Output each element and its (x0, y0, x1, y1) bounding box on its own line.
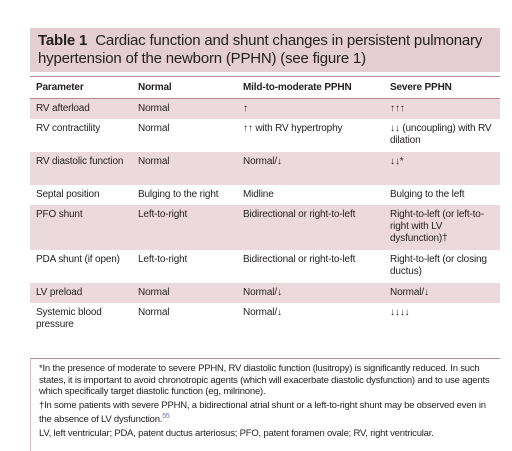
footnote: *In the presence of moderate to severe P… (39, 363, 494, 398)
table-row: LV preload Normal Normal/↓ Normal/↓ (30, 283, 500, 303)
table-cell: ↑↑ with RV hypertrophy (243, 123, 343, 134)
table-cell: Normal (132, 283, 237, 303)
column-header: Parameter (30, 76, 132, 99)
table-cell: ↑ (237, 98, 384, 119)
table-cell: Right-to-left (or closing ductus) (390, 254, 487, 277)
table-cell: PDA shunt (if open) (36, 254, 120, 265)
footnote-text: LV, left ventricular; PDA, patent ductus… (39, 427, 434, 439)
table-cell: Bulging to the left (390, 189, 465, 200)
table-cell: Systemic blood pressure (36, 307, 102, 330)
table-cell: Normal (138, 307, 170, 318)
footnote-text: †In some patients with severe PPHN, a bi… (39, 399, 486, 426)
table-cell: ↓↓* (384, 152, 500, 185)
table-cell: RV contractility (36, 123, 101, 134)
table-cell: ↑↑↑ (384, 98, 500, 119)
table-cell: RV afterload (30, 98, 132, 119)
table-cell: Left-to-right (138, 254, 188, 265)
table-cell: Bidirectional or right-to-left (243, 254, 356, 265)
table-body: RV afterload Normal ↑ ↑↑↑ RV contractility No… (30, 98, 500, 337)
table-title: Cardiac function and shunt changes in pe… (38, 32, 483, 67)
table-cell: ↓↓↓↓ (390, 307, 410, 318)
column-header: Normal (132, 76, 237, 99)
footnote-reference: 55 (162, 413, 170, 420)
column-header: Severe PPHN (384, 76, 500, 99)
table-cell: Normal (138, 123, 170, 134)
table-cell: Left-to-right (132, 205, 237, 250)
table-cell: Bulging to the right (138, 189, 219, 200)
table-cell: Normal/↓ (237, 283, 384, 303)
footnotes: *In the presence of moderate to severe P… (30, 358, 500, 451)
table-cell: Midline (243, 189, 274, 200)
table-row: RV afterload Normal ↑ ↑↑↑ (30, 98, 500, 119)
table-cell: Right-to-left (or left-to-right with LV … (384, 205, 500, 250)
table-cell: ↓↓ (uncoupling) with RV dilation (390, 123, 492, 146)
table-row: Systemic blood pressure Normal Normal/↓ ↓↓↓… (30, 303, 500, 336)
table-row: RV contractility Normal ↑↑ with RV hypertr… (30, 119, 500, 152)
table-row: PDA shunt (if open) Left-to-right Bidirect… (30, 250, 500, 283)
header-row: Parameter Normal Mild-to-moderate PPHN Seve… (30, 76, 500, 99)
table-cell: RV diastolic function (30, 152, 132, 185)
table-cell: Normal/↓ (237, 152, 384, 185)
table-header: Table 1 Cardiac function and shunt change… (30, 28, 500, 72)
table-label: Table 1 (38, 32, 88, 49)
table-cell: Normal/↓ (243, 307, 282, 318)
table-cell: PFO shunt (30, 205, 132, 250)
table-cell: Normal (132, 152, 237, 185)
table-row: PFO shunt Left-to-right Bidirectional or r… (30, 205, 500, 250)
table-cell: LV preload (30, 283, 132, 303)
table: Parameter Normal Mild-to-moderate PPHN Seve… (30, 76, 500, 336)
table-cell: Normal (132, 98, 237, 119)
column-header: Mild-to-moderate PPHN (237, 76, 384, 99)
table-cell: Normal/↓ (384, 283, 500, 303)
table-row: Septal position Bulging to the right Midli… (30, 185, 500, 205)
table-row: RV diastolic function Normal Normal/↓ ↓↓* (30, 152, 500, 185)
footnote-text: *In the presence of moderate to severe P… (39, 363, 490, 397)
footnote: †In some patients with severe PPHN, a bi… (39, 400, 494, 426)
table-cell: Bidirectional or right-to-left (237, 205, 384, 250)
table-cell: Septal position (36, 189, 100, 200)
footnote: LV, left ventricular; PDA, patent ductus… (39, 428, 494, 440)
